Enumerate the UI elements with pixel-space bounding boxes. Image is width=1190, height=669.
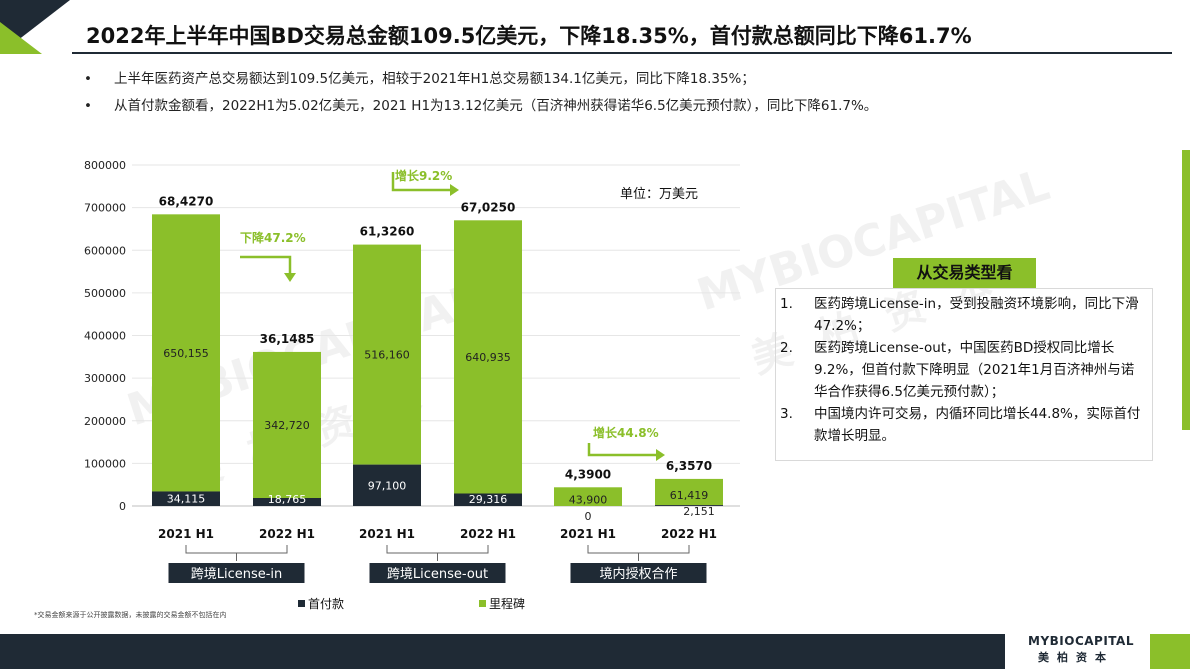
group-bracket: [587, 545, 690, 561]
x-tick-label: 2022 H1: [259, 527, 315, 541]
right-accent-bar: [1182, 150, 1190, 430]
legend-label-upfront: 首付款: [308, 597, 344, 611]
side-panel-item: 3. 中国境内许可交易，内循环同比增长44.8%，实际首付款增长明显。: [780, 403, 1146, 447]
y-tick-label: 800000: [84, 159, 126, 172]
group-bracket: [386, 545, 489, 561]
bar-upfront: [152, 491, 220, 506]
footer-accent: [1150, 634, 1190, 669]
data-label-total: 68,4270: [159, 194, 214, 208]
change-arrow-head: [450, 184, 459, 196]
data-label-milestone: 61,419: [670, 489, 709, 502]
y-tick-label: 600000: [84, 244, 126, 257]
brand-logo-cn: 美柏资本: [1038, 651, 1114, 664]
side-panel-item-text: 医药跨境License-out，中国医药BD授权同比增长9.2%，但首付款下降明…: [814, 340, 1135, 400]
y-tick-label: 500000: [84, 287, 126, 300]
bullet-marker: •: [84, 71, 92, 87]
footnote: *交易金额来源于公开披露数据，未披露的交易金额不包括在内: [34, 611, 227, 619]
legend-label-milestone: 里程碑: [489, 596, 525, 611]
bullet-list: • 上半年医药资产总交易额达到109.5亿美元，相较于2021年H1总交易额13…: [84, 66, 877, 120]
data-label-milestone: 516,160: [364, 349, 410, 362]
data-label-total: 67,0250: [461, 200, 516, 214]
side-panel-item: 1. 医药跨境License-in，受到投融资环境影响，同比下滑47.2%；: [780, 293, 1146, 337]
corner-decoration-green: [0, 22, 42, 54]
change-arrow-line: [587, 443, 658, 457]
group-label: 跨境License-in: [191, 567, 283, 582]
group-bracket: [185, 545, 288, 561]
data-label-upfront: 18,765: [268, 493, 307, 506]
side-panel-item-number: 3.: [780, 406, 793, 422]
data-label-upfront: 0: [585, 510, 592, 523]
y-tick-label: 400000: [84, 330, 126, 343]
side-panel-box: 1. 医药跨境License-in，受到投融资环境影响，同比下滑47.2%； 2…: [775, 288, 1153, 461]
bullet-item: • 上半年医药资产总交易额达到109.5亿美元，相较于2021年H1总交易额13…: [84, 66, 877, 93]
side-panel-item: 2. 医药跨境License-out，中国医药BD授权同比增长9.2%，但首付款…: [780, 337, 1146, 403]
y-tick-label: 200000: [84, 415, 126, 428]
bar-milestone: [253, 351, 321, 499]
data-label-milestone: 342,720: [264, 419, 310, 432]
data-label-milestone: 43,900: [569, 494, 608, 507]
footer-bar: [0, 634, 1005, 669]
x-tick-label: 2021 H1: [560, 527, 616, 541]
legend-swatch-milestone: [479, 600, 486, 607]
legend-swatch-upfront: [298, 600, 305, 607]
data-label-upfront: 97,100: [368, 479, 407, 492]
bar-upfront: [655, 505, 723, 506]
bullet-marker: •: [84, 98, 92, 114]
data-label-milestone: 640,935: [465, 351, 511, 364]
bullet-item: • 从首付款金额看，2022H1为5.02亿美元，2021 H1为13.12亿美…: [84, 93, 877, 120]
side-panel-title: 从交易类型看: [893, 258, 1036, 288]
change-label: 下降47.2%: [240, 230, 306, 245]
data-label-milestone: 650,155: [163, 347, 209, 360]
y-tick-label: 100000: [84, 457, 126, 470]
bullet-text: 上半年医药资产总交易额达到109.5亿美元，相较于2021年H1总交易额134.…: [114, 71, 755, 87]
bar-milestone: [152, 214, 220, 492]
data-label-upfront: 2,151: [683, 505, 715, 518]
data-label-total: 4,3900: [565, 467, 611, 481]
data-label-total: 61,3260: [360, 225, 415, 239]
y-tick-label: 700000: [84, 202, 126, 215]
y-tick-label: 0: [119, 500, 126, 513]
group-label-bg: [369, 563, 506, 583]
side-panel-item-number: 1.: [780, 296, 793, 312]
data-label-upfront: 34,115: [167, 493, 206, 506]
x-tick-label: 2021 H1: [359, 527, 415, 541]
bullet-text: 从首付款金额看，2022H1为5.02亿美元，2021 H1为13.12亿美元（…: [114, 98, 878, 114]
bar-milestone: [554, 487, 622, 506]
title-underline: [72, 52, 1172, 54]
group-label: 境内授权合作: [599, 566, 677, 582]
group-label-bg: [570, 563, 707, 583]
change-label: 增长9.2%: [395, 168, 452, 183]
change-arrow-line: [391, 172, 452, 192]
data-label-total: 36,1485: [260, 332, 315, 346]
change-arrow-head: [284, 273, 296, 282]
x-tick-label: 2021 H1: [158, 527, 214, 541]
change-arrow-head: [656, 449, 665, 461]
bar-milestone: [655, 478, 723, 506]
bar-milestone: [353, 244, 421, 465]
side-panel-item-text: 中国境内许可交易，内循环同比增长44.8%，实际首付款增长明显。: [814, 406, 1141, 444]
bar-upfront: [353, 464, 421, 506]
brand-logo-text: MYBIOCAPITAL: [1028, 634, 1134, 648]
change-arrow-line: [240, 255, 292, 275]
x-tick-label: 2022 H1: [460, 527, 516, 541]
group-label: 跨境License-out: [387, 567, 488, 582]
change-label: 增长44.8%: [593, 425, 659, 440]
bar-milestone: [454, 220, 522, 494]
side-panel-item-text: 医药跨境License-in，受到投融资环境影响，同比下滑47.2%；: [814, 296, 1139, 334]
bar-upfront: [454, 493, 522, 506]
x-tick-label: 2022 H1: [661, 527, 717, 541]
y-tick-label: 300000: [84, 372, 126, 385]
bar-upfront: [253, 498, 321, 506]
data-label-upfront: 29,316: [469, 493, 508, 506]
group-label-bg: [168, 563, 305, 583]
unit-label: 单位：万美元: [620, 187, 698, 202]
page-title: 2022年上半年中国BD交易总金额109.5亿美元，下降18.35%，首付款总额…: [86, 24, 972, 48]
data-label-total: 6,3570: [666, 459, 712, 473]
side-panel-item-number: 2.: [780, 340, 793, 356]
